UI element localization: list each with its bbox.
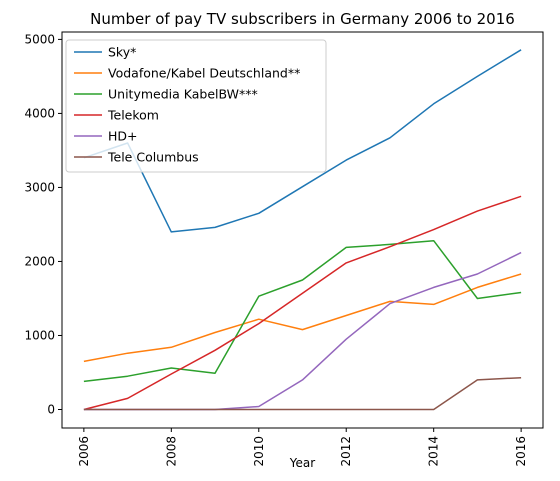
x-tick-label: 2006 [77,436,91,467]
chart-title: Number of pay TV subscribers in Germany … [90,10,515,28]
legend-label-4: HD+ [108,129,138,144]
legend-label-5: Tele Columbus [107,150,199,165]
series-line-0 [83,49,522,233]
y-tick-label: 4000 [24,106,55,120]
series-line-5 [83,376,522,411]
x-tick-label: 2010 [252,436,266,467]
x-tick-label: 2008 [164,436,178,467]
x-axis-label: Year [289,456,315,470]
legend-box [65,39,327,173]
series-line-2 [83,239,522,383]
series-layer [83,49,522,411]
legend-label-1: Vodafone/Kabel Deutschland** [108,66,300,81]
y-tick-label: 2000 [24,254,55,268]
legend-label-2: Unitymedia KabelBW*** [108,87,258,102]
x-tick-label: 2012 [339,436,353,467]
legend-label-3: Telekom [107,108,159,123]
legend: Sky* Vodafone/Kabel Deutschland** Unitymed… [65,39,327,173]
y-axis: 0 1000 2000 3000 4000 5000 [24,32,62,416]
x-tick-label: 2014 [427,436,441,467]
series-line-1 [83,273,522,363]
y-tick-label: 1000 [24,328,55,342]
series-line-3 [83,195,522,411]
plot-frame [61,31,544,429]
y-tick-label: 5000 [24,32,55,46]
y-tick-label: 3000 [24,180,55,194]
y-tick-label: 0 [47,402,55,416]
x-tick-label: 2016 [514,436,528,467]
legend-label-0: Sky* [108,45,136,60]
x-axis: 2006 2008 2010 2012 2014 2016 [77,428,528,467]
